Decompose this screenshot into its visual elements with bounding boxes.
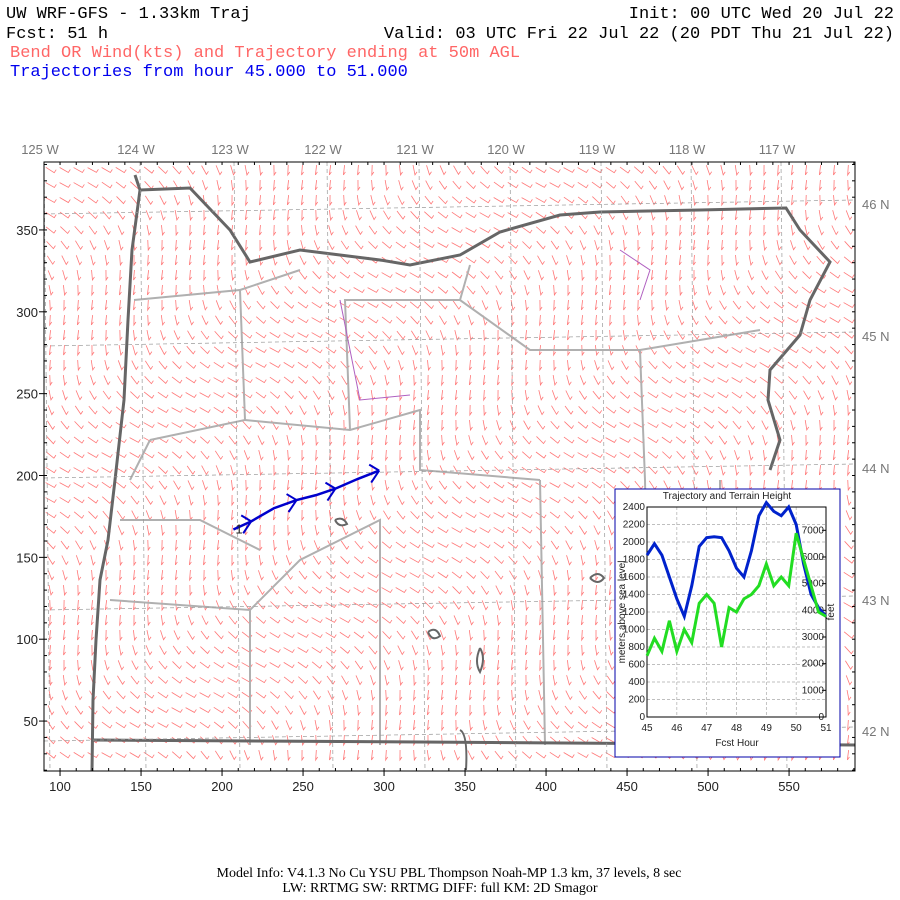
water-lines — [339, 249, 651, 401]
lon-label: 123 W — [211, 142, 249, 157]
y-tick-label: 50 — [24, 714, 38, 729]
x-tick-label: 250 — [292, 779, 314, 794]
y2-tick-label: 1000 — [802, 685, 825, 696]
lon-label: 120 W — [487, 142, 525, 157]
y-tick-label: 100 — [16, 632, 38, 647]
footer-text: Model Info: V4.1.3 No Cu YSU PBL Thompso… — [217, 866, 682, 881]
x-tick-label: 47 — [701, 723, 713, 734]
trajectory-label: 1 — [235, 522, 242, 537]
x-tick-label: 350 — [454, 779, 476, 794]
graticule — [43, 199, 856, 215]
y-tick-label: 350 — [16, 223, 38, 238]
y2-tick-label: 3000 — [802, 632, 825, 643]
y-tick-label: 200 — [16, 469, 38, 484]
x-tick-label: 150 — [130, 779, 152, 794]
inset-title: Trajectory and Terrain Height — [663, 491, 792, 502]
header-text: Init: 00 UTC Wed 20 Jul 22 — [629, 5, 894, 24]
header-text: UW WRF-GFS - 1.33km Traj — [6, 5, 251, 24]
y-tick-label: 2000 — [623, 537, 646, 548]
y-tick-label: 2400 — [623, 502, 646, 513]
coastline — [90, 174, 142, 772]
x-axis-label: Fcst Hour — [715, 738, 759, 749]
y-tick-label: 0 — [639, 712, 645, 723]
trajectory-arrow — [324, 481, 337, 502]
y2-tick-label: 5000 — [802, 579, 825, 590]
graticule — [43, 161, 51, 772]
lon-label: 124 W — [117, 142, 155, 157]
x-tick-label: 45 — [641, 723, 653, 734]
x-tick-label: 500 — [697, 779, 719, 794]
lat-label: 45 N — [862, 329, 889, 344]
x-tick-label: 46 — [671, 723, 683, 734]
y-tick-label: 2200 — [623, 520, 646, 531]
x-tick-label: 550 — [778, 779, 800, 794]
lat-label: 42 N — [862, 724, 889, 739]
lon-label: 119 W — [579, 142, 616, 157]
lon-label: 122 W — [304, 142, 342, 157]
graticule — [326, 161, 334, 772]
x-tick-label: 100 — [49, 779, 71, 794]
header-text: Valid: 03 UTC Fri 22 Jul 22 (20 PDT Thu … — [384, 25, 894, 44]
y-tick-label: 200 — [628, 695, 645, 706]
graticule — [43, 463, 856, 479]
trajectory-arrow — [368, 463, 381, 484]
lat-label: 44 N — [862, 461, 889, 476]
graticule — [600, 161, 608, 772]
header-text: Bend OR Wind(kts) and Trajectory ending … — [10, 44, 520, 63]
y-tick-label: 600 — [628, 660, 645, 671]
lon-label: 125 W — [21, 142, 59, 157]
y-tick-label: 400 — [628, 677, 645, 688]
graticule — [139, 161, 147, 772]
y-tick-label: 800 — [628, 642, 645, 653]
lat-label: 43 N — [862, 593, 889, 608]
series-line — [645, 500, 828, 622]
wind-barbs — [45, 164, 855, 762]
lon-label: 118 W — [669, 142, 706, 157]
x-tick-label: 200 — [211, 779, 233, 794]
series-line — [645, 532, 827, 657]
y2-tick-label: 6000 — [802, 552, 825, 563]
lakes — [334, 517, 606, 771]
x-tick-label: 48 — [731, 723, 743, 734]
trajectory-arrow — [240, 514, 253, 534]
y-tick-label: 1800 — [623, 555, 646, 566]
y2-tick-label: 7000 — [802, 525, 825, 536]
lon-label: 121 W — [396, 142, 434, 157]
graticule — [233, 161, 241, 772]
graticule — [509, 161, 517, 772]
y2-axis-label: feet — [826, 603, 837, 620]
y-tick-label: 1000 — [623, 625, 646, 636]
y-tick-label: 250 — [16, 387, 38, 402]
graticule — [418, 161, 426, 772]
x-tick-label: 51 — [820, 723, 832, 734]
trajectory-arrow — [286, 493, 298, 513]
y-tick-label: 300 — [16, 305, 38, 320]
x-tick-label: 50 — [791, 723, 803, 734]
plot-border — [646, 506, 827, 718]
y-tick-label: 150 — [16, 550, 38, 565]
x-tick-label: 300 — [373, 779, 395, 794]
y-tick-label: 1400 — [623, 590, 646, 601]
graticule — [43, 331, 856, 347]
map-border — [43, 161, 856, 772]
x-tick-label: 400 — [535, 779, 557, 794]
inset-chart: Trajectory and Terrain Height 45 46 47 48 49 5… — [617, 491, 837, 749]
x-tick-label: 49 — [761, 723, 773, 734]
lon-label: 117 W — [759, 142, 796, 157]
lat-label: 46 N — [862, 197, 889, 212]
header-text: Trajectories from hour 45.000 to 51.000 — [10, 63, 408, 82]
y-tick-label: 1200 — [623, 607, 646, 618]
footer-text: LW: RRTMG SW: RRTMG DIFF: full KM: 2D Sm… — [282, 881, 597, 896]
x-tick-label: 450 — [616, 779, 638, 794]
y2-tick-label: 2000 — [802, 659, 825, 670]
y-axis-label: meters above sea level — [617, 561, 628, 664]
y2-tick-label: 4000 — [802, 605, 825, 616]
header-text: Fcst: 51 h — [6, 25, 108, 44]
y-tick-label: 1600 — [623, 572, 646, 583]
trajectory — [232, 469, 380, 531]
